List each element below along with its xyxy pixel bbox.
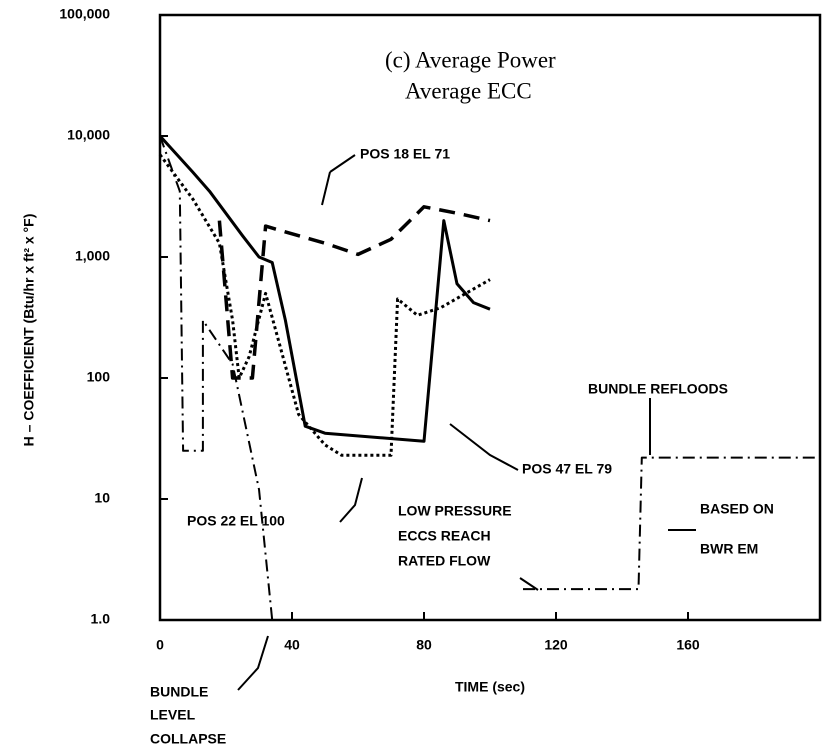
y-tick-label: 100: [87, 369, 111, 385]
chart-title: (c) Average Power: [385, 47, 556, 72]
series-line: [217, 205, 491, 380]
y-tick-label: 1,000: [75, 248, 110, 264]
y-tick-label: 100,000: [59, 6, 110, 22]
annotation: BASED ON: [700, 501, 774, 517]
annotation: BWR EM: [700, 541, 758, 557]
x-tick-label: 120: [544, 637, 568, 653]
annotation: LEVEL: [150, 707, 196, 723]
annotation: BUNDLE: [150, 684, 208, 700]
y-tick-label: 10: [94, 490, 110, 506]
y-axis-label: H – COEFFICIENT (Btu/hr x ft² x °F): [21, 214, 37, 447]
series-label: POS 18 EL 71: [360, 146, 450, 162]
y-tick-label: 10,000: [67, 127, 110, 143]
series-label: POS 22 EL 100: [187, 513, 285, 529]
plot-frame: [158, 13, 822, 622]
x-tick-label: 0: [156, 637, 164, 653]
leader-lines: [237, 154, 696, 691]
series-label: POS 47 EL 79: [522, 461, 612, 477]
annotation: BUNDLE REFLOODS: [588, 381, 728, 397]
chart-subtitle: Average ECC: [405, 78, 532, 103]
annotation: LOW PRESSURE: [398, 503, 512, 519]
annotation: RATED FLOW: [398, 553, 491, 569]
annotation: COLLAPSE: [150, 731, 226, 747]
x-tick-label: 80: [416, 637, 432, 653]
x-tick-label: 40: [284, 637, 300, 653]
x-tick-label: 160: [676, 637, 700, 653]
annotation: ECCS REACH: [398, 528, 491, 544]
y-tick-label: 1.0: [91, 611, 111, 627]
series-line: [158, 153, 491, 457]
series-line: [159, 135, 820, 621]
series-line: [158, 134, 491, 443]
x-axis-label: TIME (sec): [455, 679, 525, 695]
